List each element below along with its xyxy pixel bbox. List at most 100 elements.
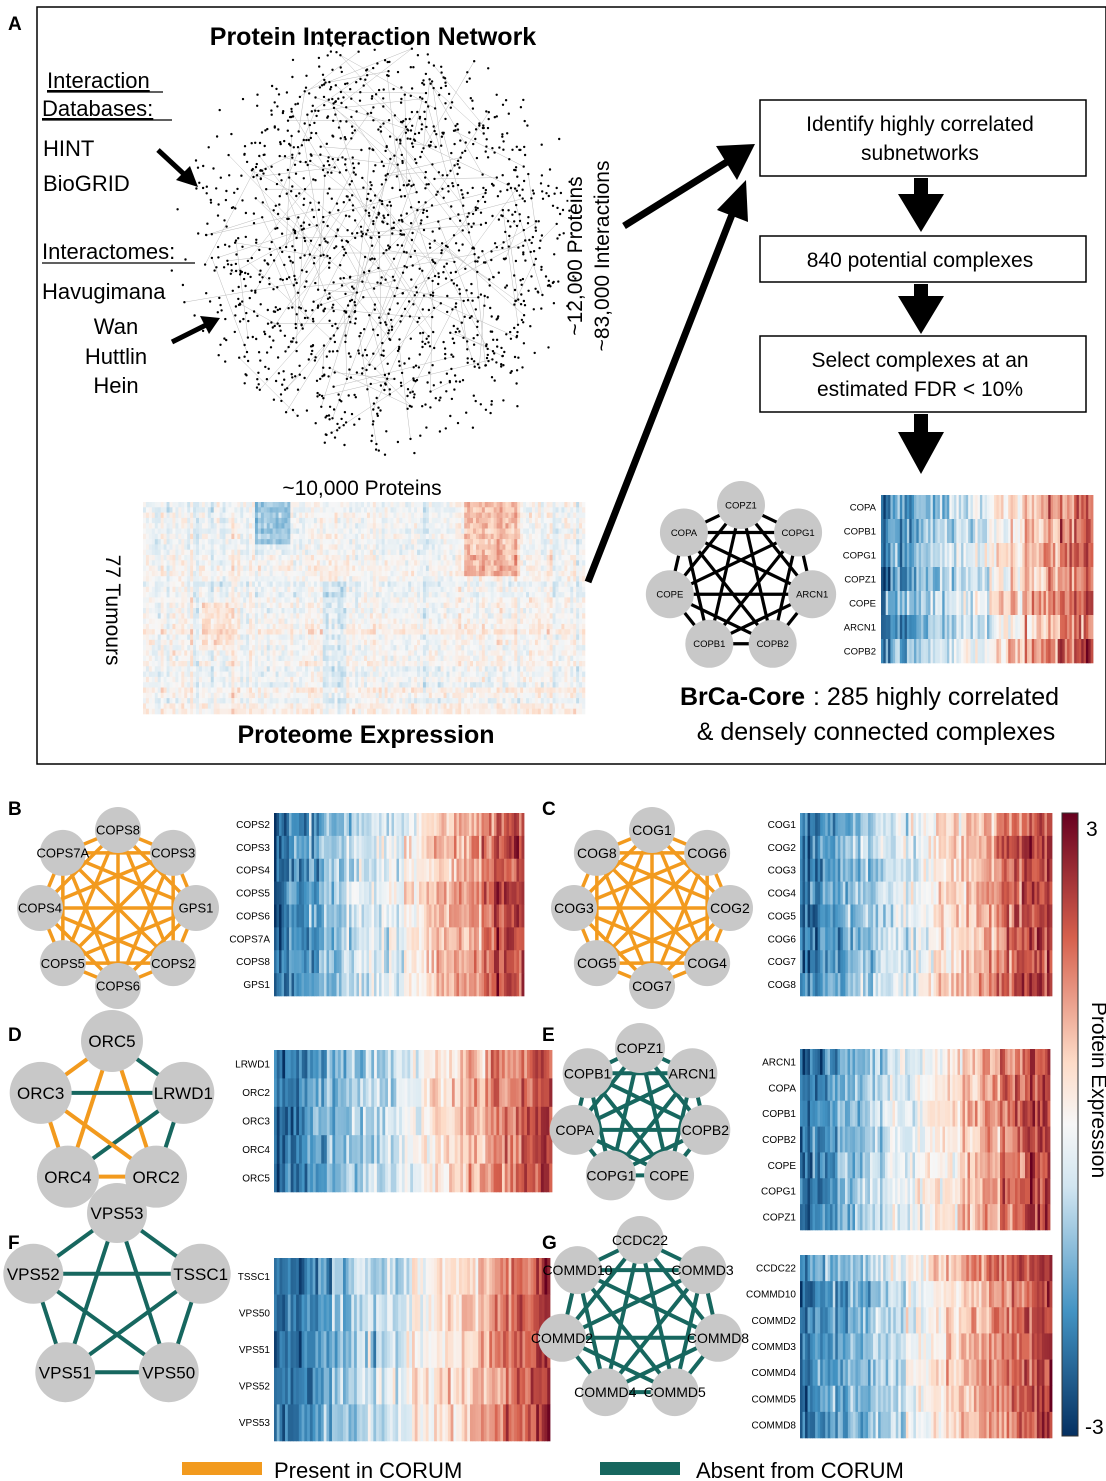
node-label: COPS8 — [96, 823, 140, 838]
network-node-vps50: VPS50 — [138, 1342, 199, 1403]
heatmap-row-label: COPS3 — [236, 843, 270, 854]
network-node-copg1: COPG1 — [774, 508, 823, 557]
node-label: VPS50 — [142, 1363, 195, 1382]
node-label: COPA — [671, 528, 698, 539]
complex-panel-g: CCDC22COMMD3COMMD8COMMD5COMMD4COMMD2COMM… — [531, 1216, 1053, 1439]
complex-panel-d: ORC5LRWD1ORC2ORC4ORC3LRWD1ORC2ORC3ORC4OR… — [9, 1010, 553, 1208]
node-label: COPE — [656, 590, 683, 601]
network-node-arcn1: ARCN1 — [788, 570, 837, 619]
heatmap-row-label: COG2 — [768, 843, 797, 854]
interactome-wan: Wan — [94, 314, 138, 339]
network-node-cops2: COPS2 — [150, 940, 197, 987]
proteome-title: Proteome Expression — [237, 721, 494, 749]
network-node-cops7a: COPS7A — [36, 829, 90, 876]
network-node-cog4: COG4 — [684, 940, 731, 987]
proteome-cols-label: ~10,000 Proteins — [282, 477, 441, 500]
complex-panel-e: COPZ1ARCN1COPB2COPECOPG1COPACOPB1ARCN1CO… — [549, 1023, 1051, 1231]
heatmap-row-label: COPB1 — [844, 526, 876, 537]
network-node-lrwd1: LRWD1 — [152, 1061, 215, 1124]
node-label: COG8 — [577, 845, 617, 861]
node-label: GPS1 — [179, 901, 214, 916]
node-label: COPS7A — [36, 846, 89, 861]
heatmap-row-label: COMMD8 — [752, 1420, 797, 1431]
interactome-hein: Hein — [93, 373, 138, 398]
colorbar-min: -3 — [1085, 1416, 1104, 1439]
node-label: COPB1 — [693, 639, 725, 650]
heatmap-row-label: COPE — [849, 598, 876, 609]
network-node-copg1: COPG1 — [585, 1150, 636, 1201]
flow-arrows — [898, 178, 944, 474]
complex-heatmap-g: CCDC22 COMMD10 COMMD2 COMMD3 COMMD4 COMMD5 COM… — [746, 1255, 1053, 1439]
heatmap-row-label: COPS8 — [236, 957, 270, 968]
proteome-heatmap — [143, 502, 586, 715]
heatmap-row-label: COPZ1 — [844, 574, 876, 585]
network-node-copb1: COPB1 — [562, 1048, 613, 1099]
heatmap-row-label: VPS52 — [239, 1382, 271, 1393]
network-node-commd10: COMMD10 — [542, 1246, 613, 1295]
panel-label-g: G — [542, 1233, 557, 1254]
panel-label-d: D — [8, 1025, 22, 1046]
network-node-cops8: COPS8 — [95, 807, 141, 853]
node-label: COG3 — [554, 900, 594, 916]
panel-label-f: F — [8, 1233, 20, 1254]
network-node-commd5: COMMD5 — [644, 1368, 706, 1417]
node-label: COPS3 — [151, 846, 195, 861]
heatmap-row-label: COPS6 — [236, 911, 270, 922]
node-label: VPS51 — [39, 1363, 92, 1382]
heatmap-row-label: COG4 — [768, 889, 797, 900]
node-label: ORC3 — [17, 1084, 64, 1103]
heatmap-row-label: ORC4 — [242, 1145, 270, 1156]
flow-step-text: Identify highly correlated — [806, 113, 1034, 136]
node-label: COMMD8 — [687, 1330, 749, 1346]
heatmap-row-label: COPB2 — [844, 646, 876, 657]
brca-core-result-line2: & densely connected complexes — [697, 718, 1056, 746]
heatmap-row-label: COG3 — [768, 866, 797, 877]
heatmap-row-label: ORC2 — [242, 1088, 270, 1099]
node-label: ORC4 — [44, 1168, 91, 1187]
complex-heatmap-e: ARCN1 COPA COPB1 COPB2 COPE COPG1 COPZ1 — [761, 1049, 1051, 1231]
complex-panels: COPS8 COPS3 GPS1 COPS2 COPS6 COPS5 COPS4 COPS7A… — [3, 807, 1053, 1442]
flow-step-text: Select complexes at an — [811, 349, 1028, 372]
complex-panel-b: COPS8 COPS3 GPS1 COPS2 COPS6 COPS5 COPS4 COPS7A… — [17, 807, 525, 1009]
heatmap-row-label: VPS51 — [239, 1345, 271, 1356]
heatmap-row-label: COPA — [850, 502, 877, 513]
network-node-commd8: COMMD8 — [687, 1313, 749, 1362]
heatmap-row-label: TSSC1 — [238, 1272, 271, 1283]
heatmap-row-label: COG6 — [768, 934, 797, 945]
node-label: COPZ1 — [617, 1040, 664, 1056]
network-node-gps1: GPS1 — [173, 885, 219, 931]
network-node-cops3: COPS3 — [150, 829, 197, 876]
network-node-orc2: ORC2 — [125, 1145, 188, 1208]
node-label: COMMD4 — [574, 1384, 636, 1400]
heatmap-row-label: COPB2 — [762, 1135, 796, 1146]
node-label: ARCN1 — [669, 1065, 717, 1081]
colorbar-label: Protein Expression — [1087, 1002, 1106, 1178]
complex-panel-f: VPS53 TSSC1 VPS50 VPS51 VPS52 TSSC1 VPS50 VPS51… — [3, 1183, 551, 1442]
network-node-cog1: COG1 — [629, 807, 675, 853]
heatmap-row-label: LRWD1 — [235, 1060, 270, 1071]
proteome-rows-label: 77 Tumours — [101, 555, 124, 666]
protein-network-hairball — [170, 35, 577, 456]
network-node-arcn1: ARCN1 — [667, 1048, 718, 1099]
heatmap-row-label: COPZ1 — [763, 1213, 797, 1224]
node-label: ORC5 — [88, 1032, 135, 1051]
heatmap-row-label: VPS53 — [239, 1418, 271, 1429]
flow-step-text: subnetworks — [861, 142, 979, 165]
panel-label-b: B — [8, 799, 22, 820]
heatmap-row-label: COG5 — [768, 911, 797, 922]
complex-network-d: ORC5 LRWD1 ORC2 ORC4 ORC3 — [9, 1010, 215, 1208]
heatmap-row-label: GPS1 — [243, 980, 270, 991]
node-label: ARCN1 — [796, 590, 828, 601]
network-node-cog8: COG8 — [573, 829, 620, 876]
heatmap-row-label: COMMD5 — [752, 1394, 797, 1405]
complex-network-c: COG1 COG6 COG2 COG4 COG7 COG5 COG3 COG8 — [551, 807, 753, 1009]
network-node-commd2: COMMD2 — [531, 1313, 593, 1362]
databases-heading-line2: Databases: — [42, 96, 153, 121]
brca-core-result-line1: BrCa-Core: 285 highly correlated — [680, 683, 1059, 711]
network-title: Protein Interaction Network — [210, 23, 537, 51]
heatmap-row-label: COMMD10 — [746, 1290, 796, 1301]
network-node-commd3: COMMD3 — [671, 1246, 734, 1295]
interactome-arrow — [170, 316, 220, 345]
